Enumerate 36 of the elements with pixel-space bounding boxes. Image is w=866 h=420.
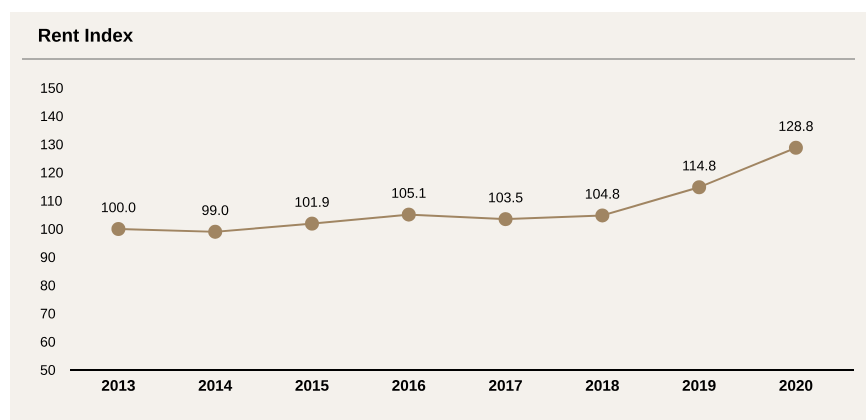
data-label: 100.0 [102, 202, 136, 212]
y-tick-label: 80 [40, 280, 56, 290]
point [208, 224, 222, 239]
data-label: 103.5 [489, 192, 522, 202]
data-label: 114.8 [683, 160, 716, 171]
x-tick-label: 2014 [198, 380, 232, 391]
y-tick-label: 110 [41, 196, 62, 206]
data-label: 101.9 [296, 197, 329, 207]
y-tick-label: 130 [41, 139, 63, 150]
data-label: 105.1 [392, 188, 426, 198]
point [304, 216, 319, 231]
x-tick-label: 2016 [392, 380, 426, 391]
y-tick-label: 100 [41, 224, 63, 234]
y-tick-label: 120 [41, 168, 63, 178]
x-tick-label: 2018 [586, 380, 619, 391]
y-tick-label: 60 [40, 336, 56, 347]
y-tick-label: 70 [40, 308, 56, 319]
x-tick-label: 2020 [779, 380, 812, 391]
chart-title: Rent Index [38, 28, 133, 42]
x-tick-label: 2013 [102, 380, 135, 391]
data-label: 104.8 [586, 188, 620, 199]
y-tick-label: 90 [40, 252, 56, 262]
data-label: 99.0 [202, 205, 228, 216]
data-label: 128.8 [779, 121, 813, 132]
point [111, 222, 126, 236]
y-tick-label: 140 [41, 111, 63, 122]
point [402, 208, 416, 222]
x-tick-label: 2017 [489, 380, 522, 391]
point [498, 212, 513, 226]
point [692, 180, 706, 194]
point [788, 140, 803, 155]
y-tick-label: 150 [41, 83, 63, 93]
point [595, 208, 610, 222]
x-tick-label: 2019 [682, 380, 716, 391]
x-tick-label: 2015 [295, 380, 329, 391]
y-tick-label: 50 [40, 365, 56, 375]
